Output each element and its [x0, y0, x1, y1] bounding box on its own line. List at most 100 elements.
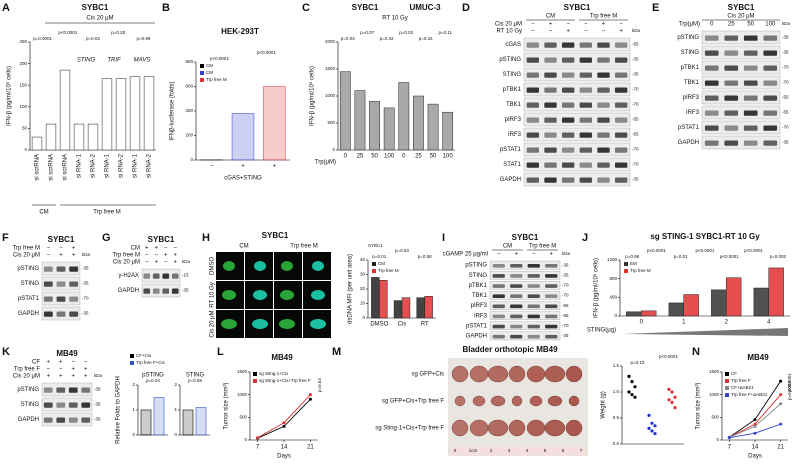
marker-label: -35 — [782, 140, 789, 145]
blot-title: SYBC1 — [148, 235, 175, 244]
blot-band — [579, 162, 593, 168]
condition-label: Trp free M — [13, 246, 40, 252]
blot-band — [545, 274, 558, 278]
x-axis-label: Days — [277, 454, 291, 460]
row-label: pTBK1 — [681, 65, 700, 71]
row-label: STING — [681, 50, 700, 56]
x-tick-label: 21 — [777, 445, 784, 451]
row-label: IRF3 — [474, 313, 488, 319]
marker-label: -55 — [632, 132, 639, 137]
blot-band — [597, 57, 610, 63]
bar — [231, 113, 255, 161]
blot-band — [510, 324, 523, 329]
blot-band — [492, 334, 505, 339]
point — [653, 432, 657, 436]
blot-band — [526, 132, 540, 138]
group-label: MAVS — [134, 58, 151, 64]
blot-band — [544, 177, 557, 183]
blot-band — [561, 162, 575, 168]
blot-strip — [701, 120, 781, 135]
blot-band — [56, 402, 66, 408]
y-tick-label: 2000 — [325, 39, 336, 44]
blot-band — [561, 117, 575, 123]
ruler-label: 3 — [508, 448, 511, 453]
x-tick-label: si RNA-1 — [77, 153, 83, 178]
tumor — [469, 419, 489, 437]
kda-label: kDa — [182, 259, 190, 264]
marker-label: -35 — [632, 72, 639, 77]
marker-label: -35 — [562, 333, 569, 338]
blot-band — [69, 296, 79, 302]
tumor — [526, 419, 546, 437]
row-label: γ-H2AX — [118, 273, 139, 279]
condition-sign: + — [59, 360, 63, 366]
marker-label: -70 — [82, 296, 89, 301]
blot-band — [704, 140, 719, 146]
blot-band — [597, 162, 610, 168]
ruler-label: 1cm — [469, 448, 478, 453]
y-tick-label: 1500 — [237, 369, 248, 374]
blot-band — [561, 132, 575, 138]
blot-band — [743, 140, 758, 146]
y-tick-label: 0.5 — [613, 415, 620, 420]
condition-sign: + — [71, 367, 75, 373]
row-label: TBK1 — [684, 80, 700, 86]
ruler-label: 5 — [544, 448, 547, 453]
blot-band — [56, 311, 66, 317]
row-label: STAT1 — [503, 162, 521, 168]
blot-strip — [701, 135, 781, 150]
marker-label: -35 — [632, 57, 639, 62]
legend-label: Trp free M — [630, 268, 651, 273]
tumor — [547, 395, 563, 407]
bar — [393, 300, 403, 319]
group-label: sg GFP+Cis+Trp free F — [382, 399, 444, 405]
blot-strip — [701, 105, 781, 120]
blot-strip — [701, 60, 781, 75]
nucleus — [312, 261, 324, 271]
bar — [263, 86, 286, 161]
bar — [413, 95, 424, 151]
blot-band — [510, 264, 523, 268]
legend-swatch — [200, 78, 204, 82]
blot-strip — [523, 142, 631, 157]
marker-label: -55 — [782, 110, 789, 115]
tumor — [451, 365, 469, 383]
x-tick-label: si RNA-1 — [133, 153, 139, 178]
x-tick-label: 7 — [728, 445, 732, 451]
point — [630, 393, 634, 397]
bar — [45, 123, 57, 151]
condition-sign: − — [164, 260, 168, 266]
y-tick-label: 0 — [190, 157, 193, 162]
condition-sign: − — [46, 367, 50, 373]
blot-band — [545, 294, 558, 298]
condition-sign: − — [584, 29, 588, 35]
kda-label: kDa — [782, 21, 790, 26]
row-label: IRF3 — [686, 110, 700, 116]
blot-band — [68, 402, 78, 408]
bar — [401, 297, 411, 319]
legend-swatch — [200, 71, 204, 75]
blot-band — [724, 65, 739, 71]
p-value: p=0.02 — [86, 36, 100, 41]
bar — [87, 123, 99, 151]
y-tick-label: 800 — [185, 59, 193, 64]
p-value: p=0.63 — [395, 248, 409, 253]
legend-label: Trp free M — [378, 268, 399, 273]
y-tick-label: 200 — [185, 133, 193, 138]
x-tick-label: 2 — [725, 320, 729, 326]
legend-label: sg Sting-1+Cis — [259, 371, 289, 376]
p-value: p<0.0001 — [647, 248, 666, 253]
tumor — [526, 365, 546, 383]
kda-label: kDa — [82, 252, 90, 257]
condition-sign: − — [164, 246, 168, 252]
blot-band — [526, 42, 540, 48]
blot-band — [492, 314, 505, 319]
blot-band — [704, 95, 719, 101]
x-tick-label: 21 — [307, 445, 314, 451]
x-tick-label: 25 — [415, 154, 422, 160]
blot-band — [597, 42, 610, 48]
condition-sign: − — [71, 360, 75, 366]
p-value: p=0.0002 — [787, 381, 792, 400]
row-label: pSTING — [17, 266, 39, 272]
blot-strip — [523, 52, 631, 67]
